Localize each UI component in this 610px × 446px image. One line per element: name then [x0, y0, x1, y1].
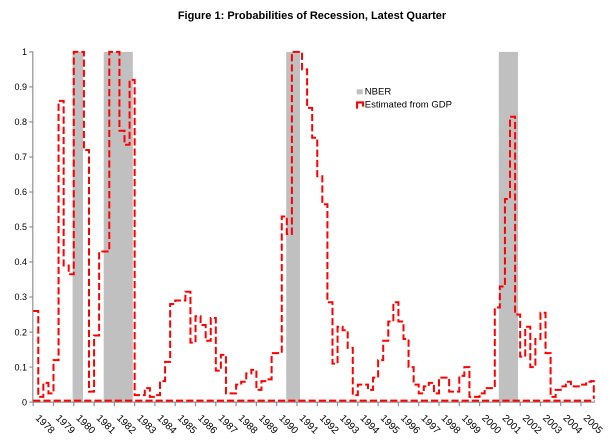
svg-text:NBER: NBER: [365, 87, 392, 98]
svg-text:1: 1: [22, 47, 27, 57]
svg-text:0.9: 0.9: [14, 82, 27, 92]
svg-text:0.7: 0.7: [14, 152, 27, 162]
svg-text:0.3: 0.3: [14, 292, 27, 302]
svg-text:0.8: 0.8: [14, 117, 27, 127]
svg-text:0.2: 0.2: [14, 327, 27, 337]
svg-text:0.1: 0.1: [14, 362, 27, 372]
svg-text:0.6: 0.6: [14, 187, 27, 197]
svg-text:0: 0: [22, 397, 27, 407]
svg-text:Figure 1: Probabilities of Rec: Figure 1: Probabilities of Recession, La…: [178, 10, 447, 22]
svg-text:Estimated from GDP: Estimated from GDP: [365, 100, 452, 111]
svg-text:0.4: 0.4: [14, 257, 27, 267]
svg-text:0.5: 0.5: [14, 222, 27, 232]
